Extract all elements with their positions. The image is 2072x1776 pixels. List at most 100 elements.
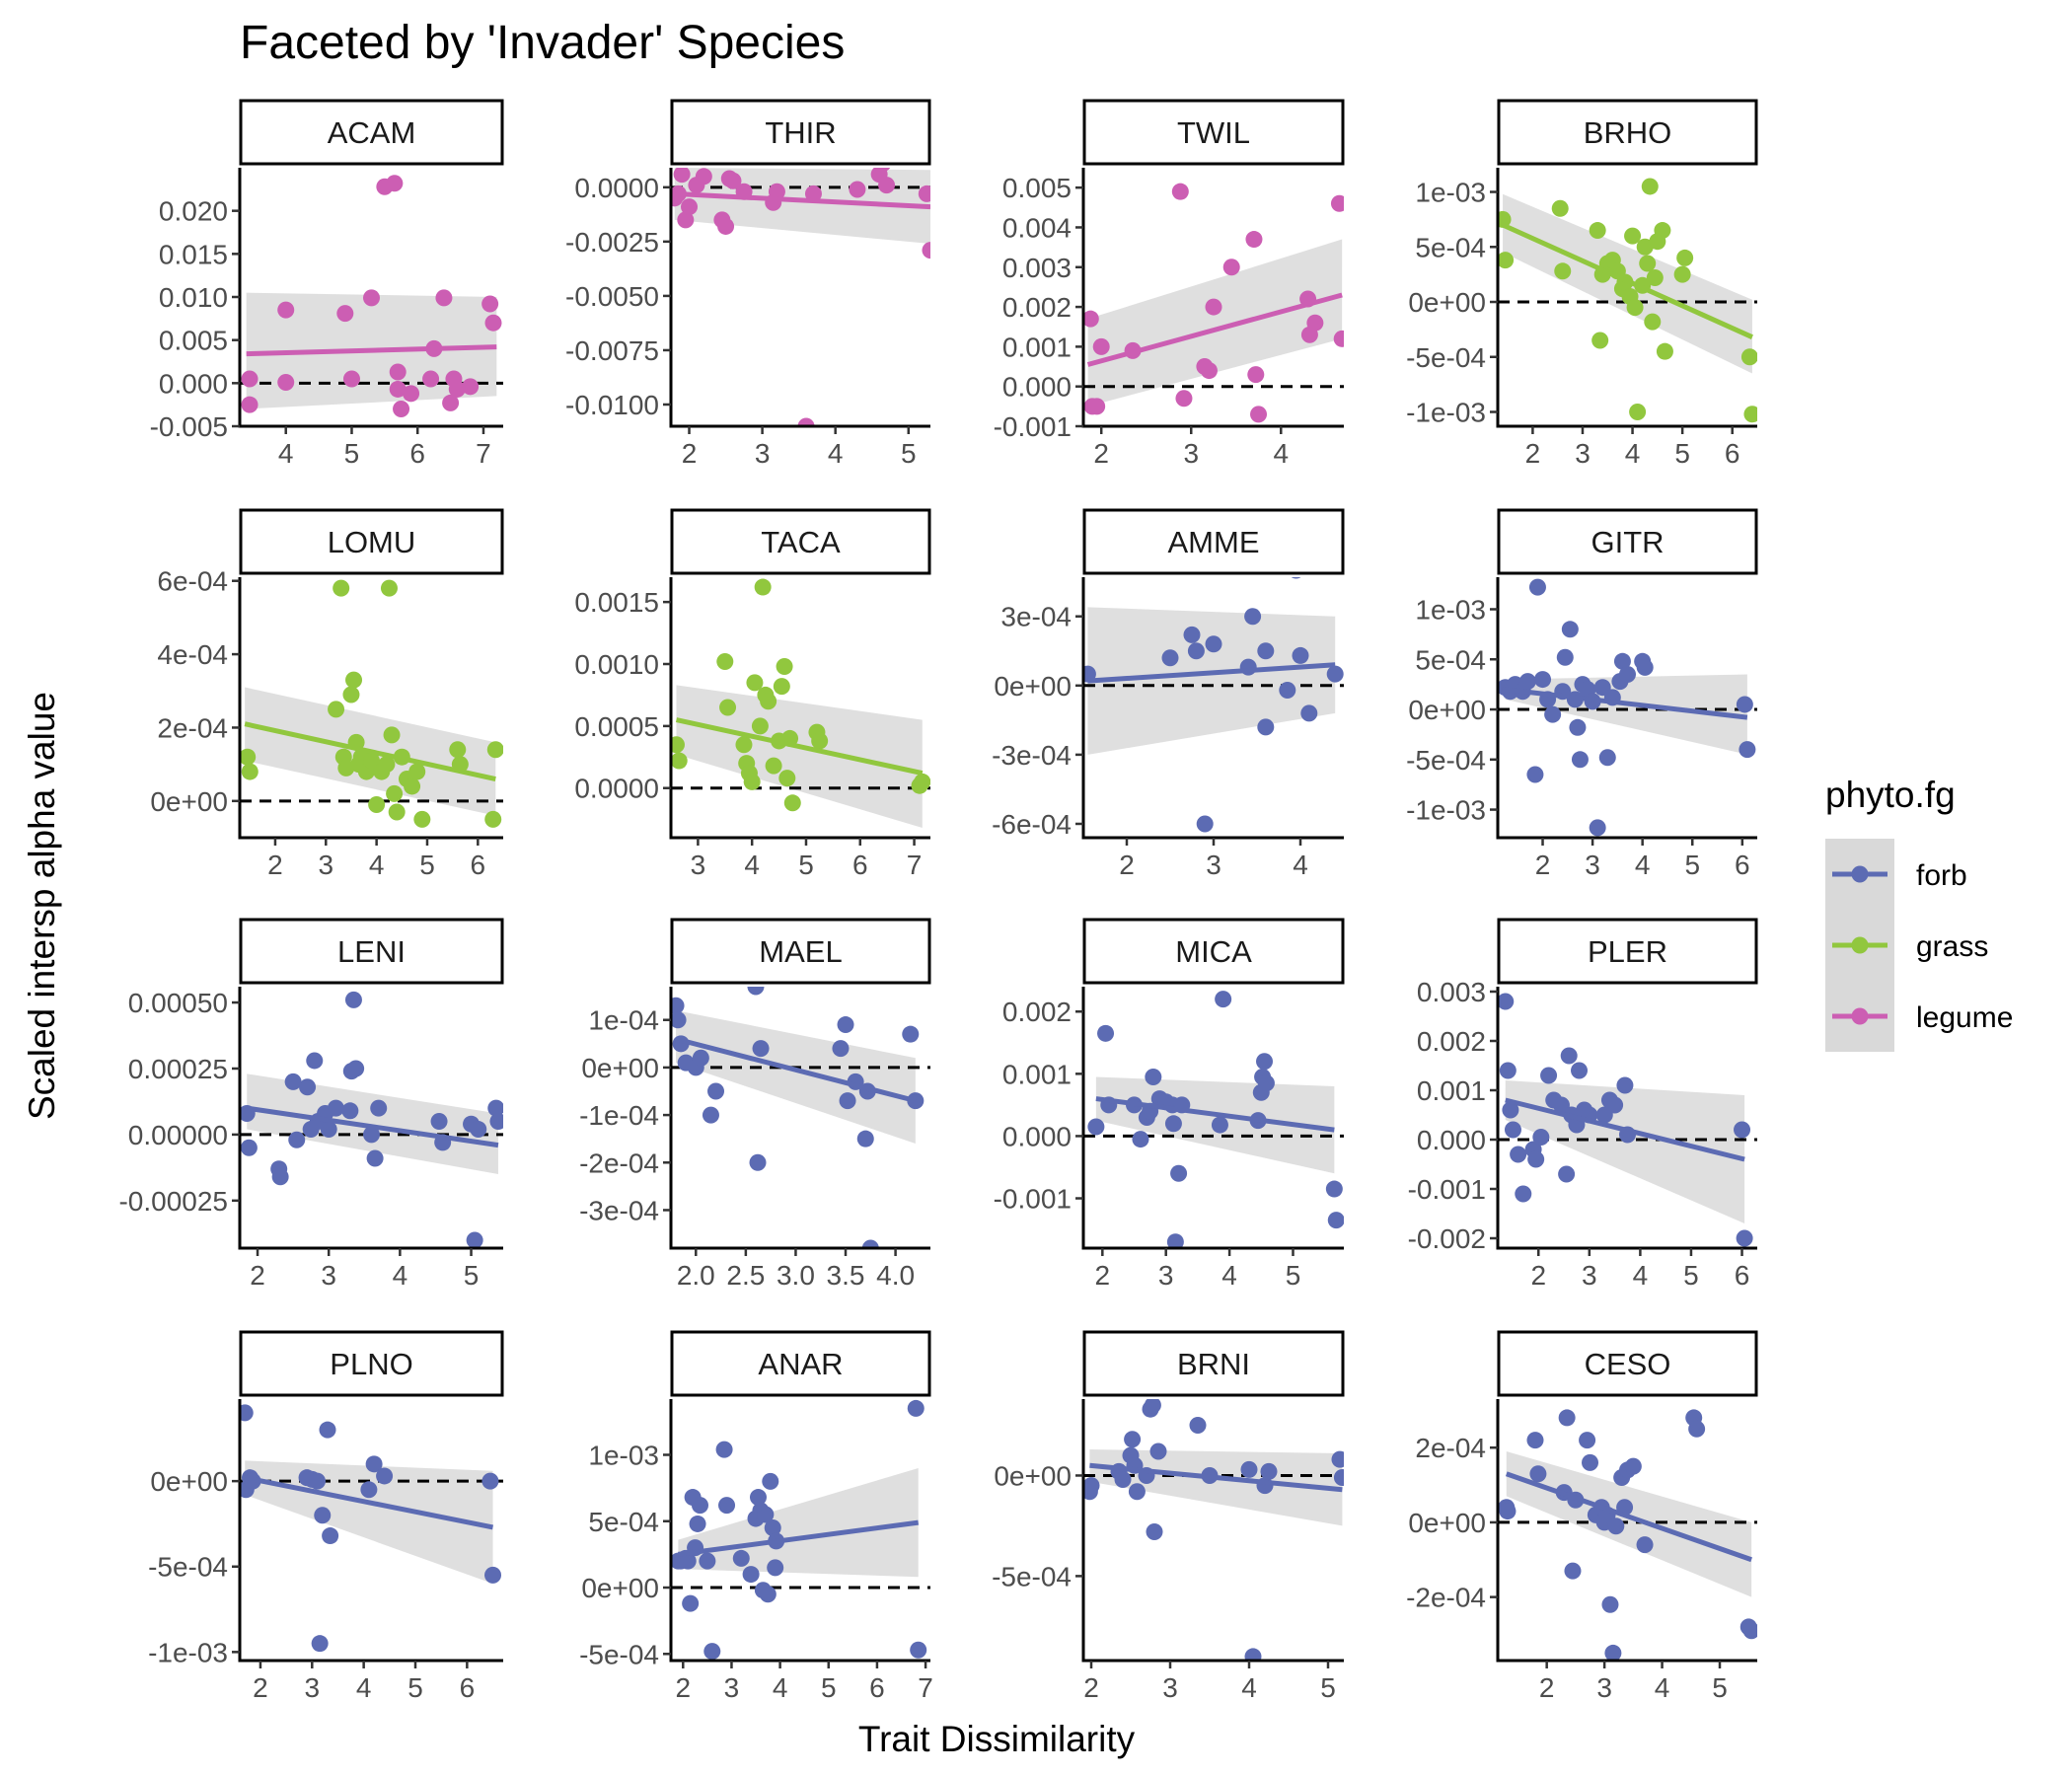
data-point	[1558, 1165, 1576, 1183]
data-point	[849, 181, 866, 198]
x-tick-label: 6	[1725, 438, 1740, 469]
facet-strip	[239, 99, 504, 166]
x-tick-label: 4	[1273, 438, 1289, 469]
regression-line	[1087, 662, 1336, 684]
data-point	[383, 726, 401, 744]
data-point	[1571, 751, 1589, 769]
data-point	[284, 1073, 302, 1090]
data-point	[1306, 314, 1324, 332]
facet-plot-area	[1083, 577, 1344, 833]
confidence-ribbon	[676, 685, 923, 828]
facet-strip	[1497, 918, 1758, 985]
data-point	[692, 1049, 709, 1067]
x-tick-label: 5	[419, 850, 435, 880]
data-point	[1673, 265, 1691, 283]
data-point	[466, 1231, 483, 1248]
x-tick-label: 5	[1320, 1672, 1336, 1703]
facet-panel-taca: TACA 0.0000 0.0005 0.0010 0.0015 3 4 5 6 7	[574, 508, 931, 880]
data-point	[689, 1515, 706, 1532]
data-point	[1083, 310, 1099, 328]
y-tick-label: 0e+00	[150, 1466, 228, 1497]
data-point	[1504, 1121, 1521, 1139]
facet-plot-area	[671, 1399, 930, 1661]
y-tick-label: 0e+00	[150, 786, 228, 817]
regression-line	[675, 1036, 917, 1104]
data-point	[422, 370, 440, 388]
data-point	[1560, 1047, 1578, 1065]
facet-strip-label: PLNO	[330, 1347, 412, 1381]
facet-strip	[1082, 918, 1345, 985]
data-point	[319, 1421, 336, 1439]
y-tick-label: -0.0050	[565, 281, 659, 312]
facet-plot-area	[671, 987, 930, 1248]
data-point	[314, 1507, 332, 1524]
data-point	[1333, 330, 1344, 347]
x-tick-label: 3	[318, 850, 333, 880]
data-point	[386, 175, 404, 192]
data-point	[1529, 1465, 1547, 1483]
regression-line	[246, 1105, 499, 1148]
facet-strip-label: CESO	[1585, 1347, 1671, 1381]
facet-strip	[670, 1330, 931, 1397]
data-point	[1579, 1432, 1596, 1449]
y-tick-label: 0.001	[1002, 1059, 1072, 1089]
data-point	[489, 1113, 503, 1131]
data-point	[749, 1153, 767, 1171]
data-point	[1498, 210, 1512, 228]
x-tick-label: 4	[1293, 850, 1308, 880]
data-point	[1087, 1118, 1105, 1136]
y-tick-label: 0.000	[1002, 372, 1072, 403]
y-tick-label: 1e-03	[1415, 178, 1486, 208]
data-point	[299, 1078, 317, 1096]
data-point	[1561, 621, 1579, 638]
data-point	[1636, 1536, 1654, 1554]
data-point	[1244, 1648, 1262, 1661]
data-point	[679, 1552, 697, 1570]
data-point	[1146, 1523, 1163, 1541]
data-point	[448, 380, 466, 398]
data-point	[1544, 705, 1562, 723]
x-tick-label: 6	[852, 850, 868, 880]
y-tick-label: 0.001	[1417, 1075, 1486, 1106]
y-tick-label: 0e+00	[994, 1460, 1072, 1491]
y-tick-label: -2e-04	[579, 1147, 659, 1178]
data-point	[673, 168, 691, 184]
x-tick-label: 3	[1585, 850, 1600, 880]
facet-plot-area	[240, 991, 503, 1248]
data-point	[681, 198, 699, 216]
data-point	[1532, 1129, 1550, 1146]
regression-line	[1505, 1097, 1745, 1162]
data-point	[702, 1106, 719, 1124]
x-tick-label: 7	[918, 1672, 933, 1703]
facet-strip	[239, 1330, 504, 1397]
data-point	[442, 394, 460, 411]
data-point	[747, 987, 765, 996]
x-tick-label: 6	[1735, 1260, 1750, 1291]
data-point	[462, 378, 480, 396]
data-point	[370, 1099, 388, 1117]
y-tick-label: -5e-04	[579, 1639, 659, 1669]
x-tick-label: 3.5	[827, 1260, 865, 1291]
data-point	[1092, 337, 1110, 355]
facet-plot-area	[1083, 991, 1344, 1248]
data-point	[1626, 299, 1644, 317]
facet-strip-label: THIR	[765, 115, 836, 150]
x-tick-label: 6	[460, 1672, 476, 1703]
regression-line	[246, 344, 497, 357]
y-tick-label: 0.00050	[128, 988, 228, 1018]
data-point	[875, 168, 891, 173]
y-tick-label: 0.003	[1417, 977, 1486, 1007]
confidence-ribbon	[1089, 1448, 1343, 1526]
facet-plot-area	[240, 1404, 503, 1653]
data-point	[1571, 1062, 1589, 1079]
data-point	[1606, 1096, 1624, 1114]
data-point	[804, 185, 822, 202]
data-point	[1564, 1562, 1582, 1580]
facet-plot-area	[1498, 993, 1757, 1247]
data-point	[742, 1566, 760, 1584]
data-point	[1257, 718, 1275, 736]
data-point	[811, 732, 829, 750]
data-point	[762, 1472, 779, 1490]
y-tick-label: 0.015	[159, 239, 228, 269]
